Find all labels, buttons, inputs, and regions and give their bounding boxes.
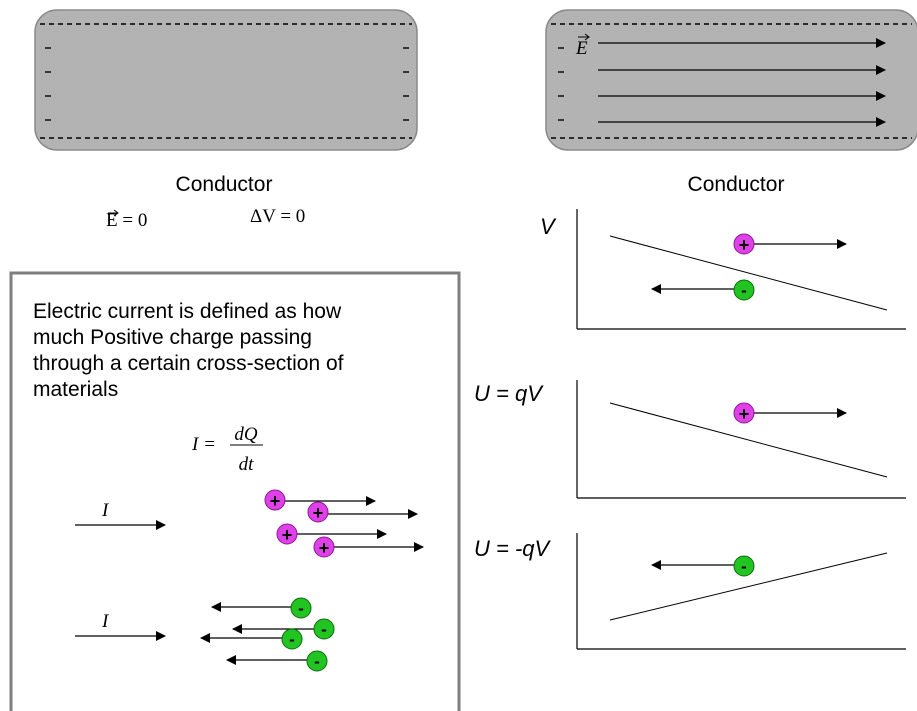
formula-lhs: I = <box>191 434 216 455</box>
right-conductor-body <box>545 9 917 151</box>
field-zero-equation: E = 0 <box>106 210 147 231</box>
positive-charge: + <box>733 402 755 424</box>
left-conductor-body <box>34 9 418 151</box>
definition-line-1: Electric current is defined as how <box>33 300 342 323</box>
definition-line-3: through a certain cross-section of <box>33 352 344 375</box>
field-vector-label: E <box>575 33 590 59</box>
positive-charge-group: + + + + <box>264 489 424 558</box>
left-conductor-side-charges <box>45 47 409 121</box>
positive-charge: + <box>733 233 755 255</box>
positive-energy-axis-label: U = qV <box>474 381 544 406</box>
positive-charge: + <box>313 536 335 558</box>
positive-charge: + <box>276 523 298 545</box>
svg-text:+: + <box>319 538 330 558</box>
negative-charge: - <box>290 597 312 619</box>
negative-energy-axis-label: U = -qV <box>474 536 552 561</box>
positive-energy-graph: U = qV + <box>474 380 906 499</box>
definition-line-4: materials <box>33 378 118 401</box>
svg-text:+: + <box>739 404 750 424</box>
energy-line <box>609 402 888 478</box>
svg-text:-: - <box>289 630 295 649</box>
svg-text:-: - <box>321 620 327 639</box>
formula-numerator: dQ <box>234 424 258 445</box>
potential-graph: V + - <box>540 209 906 330</box>
svg-text:+: + <box>739 235 750 255</box>
left-field-equation: E = 0 <box>106 209 147 231</box>
right-conductor: E <box>545 9 917 151</box>
potential-zero-equation: ΔV = 0 <box>250 206 305 227</box>
electric-field-lines <box>598 38 886 127</box>
negative-charge-group: - - - - <box>200 597 335 672</box>
current-label-top: I <box>101 500 110 521</box>
formula-denominator: dt <box>239 454 255 475</box>
negative-charge: - <box>733 555 755 577</box>
current-definition-box <box>9 271 461 711</box>
svg-text:-: - <box>298 599 304 618</box>
negative-charge: - <box>306 650 328 672</box>
svg-text:-: - <box>741 557 747 576</box>
negative-energy-graph: U = -qV - <box>474 533 906 650</box>
current-label-bottom: I <box>101 611 110 632</box>
left-conductor-label: Conductor <box>176 173 273 196</box>
current-definition-text: Electric current is defined as how much … <box>33 300 344 401</box>
energy-line <box>609 552 888 621</box>
negative-charge: - <box>313 618 335 640</box>
positive-charge: + <box>307 501 329 523</box>
svg-text:+: + <box>313 503 324 523</box>
right-conductor-side-charges <box>558 47 564 121</box>
potential-line <box>609 235 888 311</box>
left-conductor <box>34 9 418 151</box>
svg-text:+: + <box>270 491 281 511</box>
negative-charge: - <box>281 628 303 650</box>
field-label: E <box>575 38 588 59</box>
positive-charge: + <box>264 489 286 511</box>
right-conductor-label: Conductor <box>688 173 785 196</box>
potential-axis-label: V <box>540 214 557 239</box>
current-formula: I = dQ dt <box>191 424 263 475</box>
definition-line-2: much Positive charge passing <box>33 326 312 349</box>
svg-text:-: - <box>741 281 747 300</box>
negative-charge: - <box>733 279 755 301</box>
svg-text:-: - <box>314 652 320 671</box>
svg-text:+: + <box>282 525 293 545</box>
